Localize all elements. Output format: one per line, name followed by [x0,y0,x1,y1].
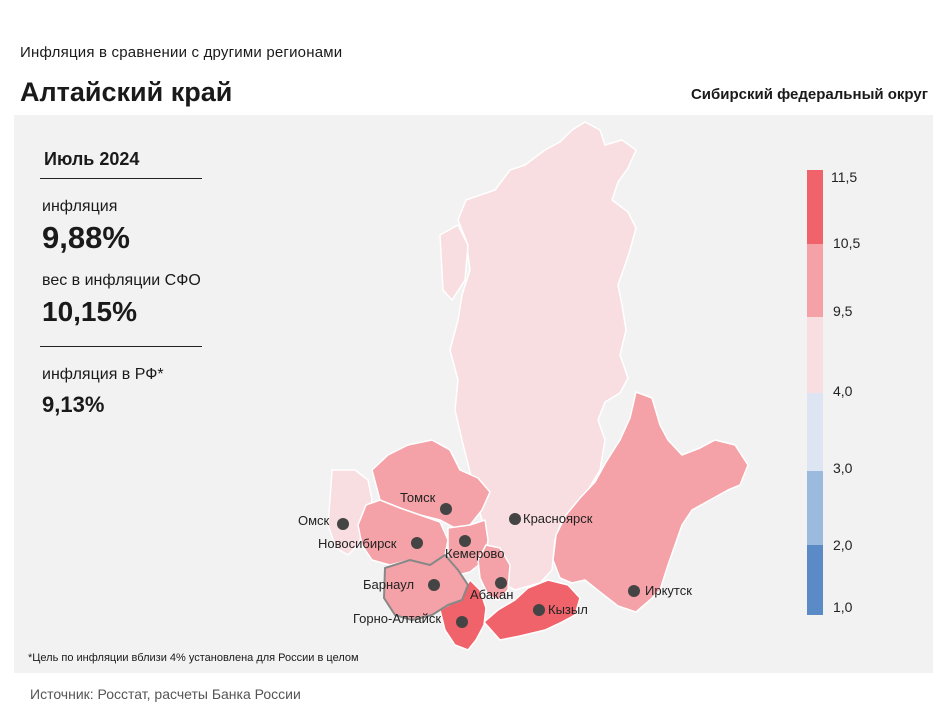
inflation-value: 9,88% [42,220,130,255]
city-label: Новосибирск [318,536,397,551]
region-tuva[interactable] [483,579,581,641]
chart-subtitle: Инфляция в сравнении с другими регионами [20,44,343,61]
source-note: Источник: Росстат, расчеты Банка России [30,686,301,702]
legend-swatch-5 [807,471,823,545]
stats-block: Июль 2024 инфляция 9,88% вес в инфляции … [40,145,212,418]
city-label: Кемерово [445,546,504,561]
city-barnaul[interactable]: Барнаул [363,577,440,592]
region-krasnoyarsk[interactable] [449,121,637,591]
footnote: *Цель по инфляции вблизи 4% установлена … [28,652,359,664]
legend-swatch-4 [807,393,823,471]
city-abakan[interactable]: Абакан [470,577,513,602]
city-gorno-altaisk[interactable]: Горно-Алтайск [353,611,468,628]
legend-tick: 4,0 [833,383,853,399]
city-tomsk[interactable]: Томск [400,490,452,515]
legend-swatch-1 [807,170,823,244]
region-krasnoyarsk-west[interactable] [439,224,469,301]
legend-tick: 11,5 [831,169,857,185]
divider [40,346,202,347]
legend-swatch-6 [807,545,823,615]
district-name: Сибирский федеральный округ [690,86,928,103]
city-label: Омск [298,513,330,528]
city-novosibirsk[interactable]: Новосибирск [318,536,423,551]
region-title: Алтайский край [20,77,233,107]
period-label: Июль 2024 [44,149,140,169]
city-omsk[interactable]: Омск [298,513,349,530]
region-altai-krai[interactable] [383,554,469,621]
city-label: Барнаул [363,577,414,592]
rf-inflation-value: 9,13% [42,392,105,417]
divider [40,178,202,179]
legend-tick: 2,0 [833,537,853,553]
city-markers: Томск Омск Красноярск Новосибирск Кемеро… [298,490,692,628]
legend-swatch-2 [807,244,823,317]
city-label: Горно-Алтайск [353,611,441,626]
city-label: Абакан [470,587,513,602]
color-legend: 11,5 10,5 9,5 4,0 3,0 2,0 1,0 [807,169,860,615]
legend-tick: 9,5 [833,303,853,319]
city-label: Томск [400,490,436,505]
city-label: Иркутск [645,583,692,598]
city-label: Кызыл [548,602,588,617]
city-label: Красноярск [523,511,593,526]
city-kyzyl[interactable]: Кызыл [533,602,588,617]
weight-value: 10,15% [42,296,137,327]
legend-swatch-3 [807,317,823,393]
legend-tick: 10,5 [833,235,860,251]
city-kemerovo[interactable]: Кемерово [445,535,504,561]
region-irkutsk[interactable] [552,391,749,613]
rf-inflation-label: инфляция в РФ* [42,366,164,383]
inflation-label: инфляция [42,198,118,215]
legend-tick: 3,0 [833,460,853,476]
weight-label: вес в инфляции СФО [42,272,201,289]
city-krasnoyarsk[interactable]: Красноярск [509,511,593,526]
legend-tick: 1,0 [833,599,853,615]
city-irkutsk[interactable]: Иркутск [628,583,692,598]
